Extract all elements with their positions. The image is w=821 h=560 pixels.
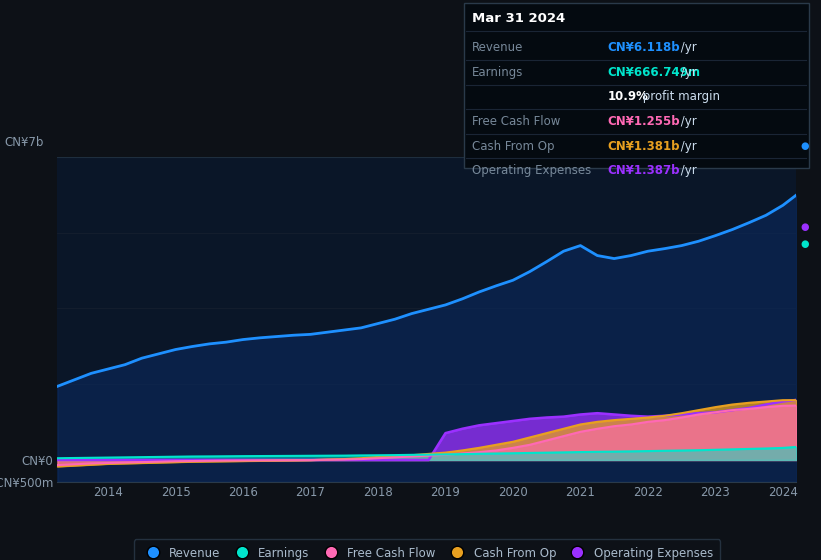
Text: CN¥1.387b: CN¥1.387b — [608, 164, 680, 178]
Legend: Revenue, Earnings, Free Cash Flow, Cash From Op, Operating Expenses: Revenue, Earnings, Free Cash Flow, Cash … — [134, 539, 720, 560]
Text: CN¥1.255b: CN¥1.255b — [608, 115, 680, 128]
Text: profit margin: profit margin — [639, 90, 720, 104]
Text: ●: ● — [800, 222, 809, 232]
Text: ●: ● — [800, 239, 809, 249]
Text: CN¥666.749m: CN¥666.749m — [608, 66, 700, 79]
Text: /yr: /yr — [677, 66, 697, 79]
Text: /yr: /yr — [677, 139, 697, 153]
Text: ●: ● — [800, 141, 809, 151]
Text: /yr: /yr — [677, 115, 697, 128]
Text: Mar 31 2024: Mar 31 2024 — [472, 12, 566, 25]
Text: Free Cash Flow: Free Cash Flow — [472, 115, 561, 128]
Text: Cash From Op: Cash From Op — [472, 139, 554, 153]
Text: 10.9%: 10.9% — [608, 90, 649, 104]
Text: Operating Expenses: Operating Expenses — [472, 164, 591, 178]
Text: CN¥7b: CN¥7b — [4, 136, 44, 150]
Text: /yr: /yr — [677, 164, 697, 178]
Text: /yr: /yr — [677, 41, 697, 54]
Text: Earnings: Earnings — [472, 66, 524, 79]
Text: CN¥6.118b: CN¥6.118b — [608, 41, 680, 54]
Text: Revenue: Revenue — [472, 41, 524, 54]
Text: CN¥1.381b: CN¥1.381b — [608, 139, 680, 153]
